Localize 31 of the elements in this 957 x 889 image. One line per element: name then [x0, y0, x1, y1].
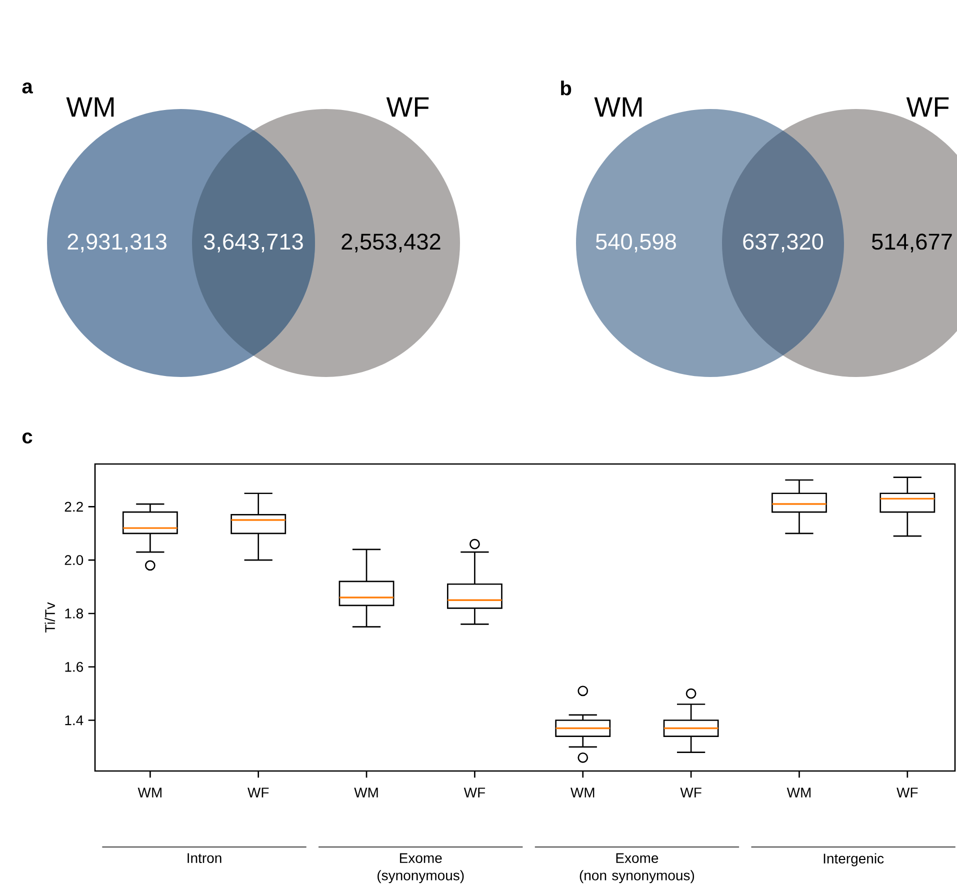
y-tick-label: 1.6	[65, 662, 84, 672]
text: Intergenic	[824, 853, 884, 866]
text: WF	[386, 97, 429, 117]
text: WM	[594, 97, 642, 117]
text: Exome (synonymous)	[378, 853, 464, 884]
y-tick-label: 2.0	[64, 555, 84, 566]
text: 540,598	[596, 234, 676, 252]
text: Intron	[188, 853, 222, 864]
x-tick-label: WF	[464, 788, 486, 798]
x-tick-label: WM	[786, 788, 811, 798]
text: a	[22, 82, 33, 94]
y-axis-title: Ti/Tv	[44, 602, 56, 632]
text: 637,320	[743, 234, 824, 252]
text: 2,553,432	[342, 234, 440, 252]
x-tick-label: WF	[680, 788, 702, 798]
x-tick-label: WM	[354, 788, 378, 798]
x-tick-label: WF	[896, 788, 918, 798]
chart-title: c	[22, 432, 32, 444]
text: 3,643,713	[204, 234, 303, 252]
y-tick-label: 1.4	[65, 715, 84, 726]
text: 2,931,313	[68, 234, 166, 252]
text: 514,677	[872, 234, 952, 252]
text: WM	[66, 97, 114, 117]
text: Exome (non synonymous)	[580, 853, 694, 884]
x-tick-label: WM	[138, 788, 162, 798]
text: WF	[906, 97, 949, 117]
x-tick-label: WF	[248, 788, 269, 798]
y-tick-label: 2.2	[64, 502, 83, 512]
y-tick-label: 1.8	[65, 608, 84, 618]
text: b	[561, 80, 572, 96]
x-tick-label: WM	[570, 788, 594, 798]
